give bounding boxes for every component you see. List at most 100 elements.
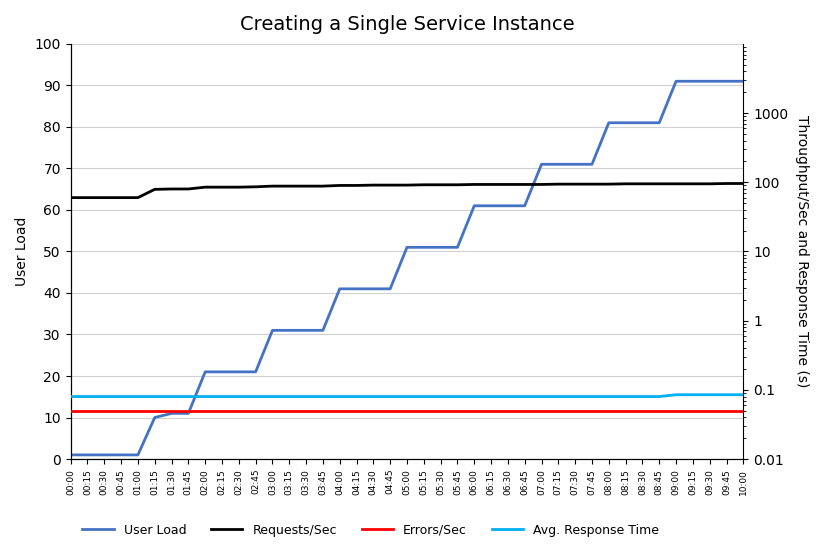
User Load <box>318 327 328 334</box>
Errors/Sec <box>688 407 698 414</box>
Avg. Response Time <box>368 393 378 400</box>
User Load <box>268 327 278 334</box>
Requests/Sec <box>250 184 260 190</box>
User Load <box>217 369 227 375</box>
Avg. Response Time <box>536 393 546 400</box>
Requests/Sec <box>301 183 311 190</box>
User Load <box>520 203 530 209</box>
User Load <box>671 78 681 84</box>
User Load <box>200 369 210 375</box>
Errors/Sec <box>587 407 597 414</box>
User Load <box>436 244 446 250</box>
Avg. Response Time <box>654 393 664 400</box>
Errors/Sec <box>318 407 328 414</box>
Avg. Response Time <box>284 393 294 400</box>
User Load <box>166 410 176 416</box>
Requests/Sec <box>82 195 92 201</box>
Avg. Response Time <box>217 393 227 400</box>
Requests/Sec <box>654 180 664 187</box>
Requests/Sec <box>284 183 294 190</box>
Errors/Sec <box>638 407 648 414</box>
User Load <box>82 452 92 458</box>
User Load <box>133 452 143 458</box>
Errors/Sec <box>352 407 362 414</box>
Errors/Sec <box>436 407 446 414</box>
Requests/Sec <box>318 183 328 190</box>
Line: Requests/Sec: Requests/Sec <box>71 184 743 198</box>
Requests/Sec <box>486 181 496 188</box>
Avg. Response Time <box>100 393 110 400</box>
User Load <box>66 452 76 458</box>
Avg. Response Time <box>66 393 76 400</box>
Requests/Sec <box>554 181 564 187</box>
Avg. Response Time <box>386 393 396 400</box>
User Load <box>452 244 462 250</box>
Title: Creating a Single Service Instance: Creating a Single Service Instance <box>240 15 574 34</box>
User Load <box>284 327 294 334</box>
Avg. Response Time <box>184 393 194 400</box>
Errors/Sec <box>604 407 614 414</box>
Requests/Sec <box>335 182 344 189</box>
User Load <box>150 414 160 421</box>
Avg. Response Time <box>604 393 614 400</box>
Avg. Response Time <box>722 391 732 398</box>
User Load <box>554 161 564 168</box>
Requests/Sec <box>436 181 446 188</box>
Errors/Sec <box>250 407 260 414</box>
User Load <box>402 244 412 250</box>
Errors/Sec <box>150 407 160 414</box>
Errors/Sec <box>738 407 748 414</box>
Requests/Sec <box>150 186 160 193</box>
User Load <box>368 286 378 292</box>
Line: Avg. Response Time: Avg. Response Time <box>71 395 743 397</box>
Avg. Response Time <box>436 393 446 400</box>
Avg. Response Time <box>671 391 681 398</box>
Y-axis label: User Load: User Load <box>15 217 29 286</box>
Requests/Sec <box>217 184 227 191</box>
User Load <box>250 369 260 375</box>
Requests/Sec <box>604 181 614 187</box>
Requests/Sec <box>705 180 714 187</box>
Avg. Response Time <box>150 393 160 400</box>
Avg. Response Time <box>554 393 564 400</box>
Errors/Sec <box>284 407 294 414</box>
User Load <box>738 78 748 84</box>
Errors/Sec <box>503 407 513 414</box>
Avg. Response Time <box>250 393 260 400</box>
Avg. Response Time <box>419 393 428 400</box>
Requests/Sec <box>587 181 597 187</box>
Errors/Sec <box>705 407 714 414</box>
Requests/Sec <box>570 181 580 187</box>
Y-axis label: Throughput/Sec and Response Time (s): Throughput/Sec and Response Time (s) <box>795 115 809 387</box>
Avg. Response Time <box>620 393 630 400</box>
Errors/Sec <box>166 407 176 414</box>
Errors/Sec <box>520 407 530 414</box>
Avg. Response Time <box>116 393 126 400</box>
Avg. Response Time <box>638 393 648 400</box>
Requests/Sec <box>234 184 244 191</box>
Avg. Response Time <box>452 393 462 400</box>
Requests/Sec <box>200 184 210 191</box>
Requests/Sec <box>722 180 732 187</box>
Requests/Sec <box>688 180 698 187</box>
Requests/Sec <box>738 180 748 187</box>
Requests/Sec <box>638 180 648 187</box>
Avg. Response Time <box>200 393 210 400</box>
Errors/Sec <box>184 407 194 414</box>
Errors/Sec <box>554 407 564 414</box>
Requests/Sec <box>268 183 278 190</box>
User Load <box>184 410 194 416</box>
Requests/Sec <box>419 181 428 188</box>
Errors/Sec <box>671 407 681 414</box>
Avg. Response Time <box>570 393 580 400</box>
Errors/Sec <box>133 407 143 414</box>
Requests/Sec <box>536 181 546 188</box>
Avg. Response Time <box>688 391 698 398</box>
User Load <box>419 244 428 250</box>
Errors/Sec <box>620 407 630 414</box>
Errors/Sec <box>100 407 110 414</box>
Requests/Sec <box>66 195 76 201</box>
Errors/Sec <box>402 407 412 414</box>
Errors/Sec <box>486 407 496 414</box>
Requests/Sec <box>184 186 194 192</box>
